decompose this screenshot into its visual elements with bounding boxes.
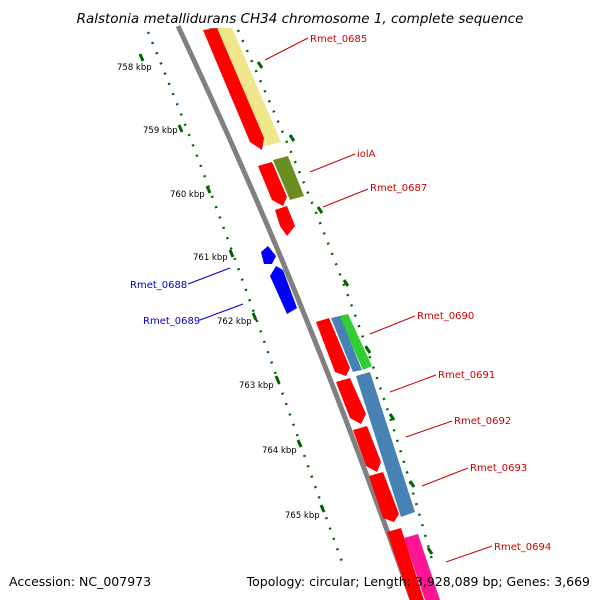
- cog-steel-band-2: [356, 372, 415, 517]
- tick-label: 759 kbp: [143, 126, 178, 136]
- gene-rmet-0690: [316, 318, 350, 376]
- reverse-genes: [261, 246, 297, 314]
- tick-label: 762 kbp: [217, 317, 252, 327]
- tick-label: 760 kbp: [170, 190, 205, 200]
- gene-rmet-0685: [203, 28, 264, 150]
- outer-major-ticks: [256, 61, 434, 555]
- gene-label-rmet-0691[interactable]: Rmet_0691: [438, 370, 495, 381]
- map-title: Ralstonia metallidurans CH34 chromosome …: [77, 11, 524, 27]
- gene-label-iola[interactable]: iolA: [357, 149, 376, 160]
- gene-labels: Rmet_0685 iolA Rmet_0687 Rmet_0688 Rmet_…: [130, 34, 551, 553]
- gene-label-rmet-0692[interactable]: Rmet_0692: [454, 416, 511, 427]
- gene-rmet-0692: [353, 426, 381, 472]
- gene-label-rmet-0687[interactable]: Rmet_0687: [370, 183, 427, 194]
- gene-label-rmet-0689[interactable]: Rmet_0689: [143, 316, 200, 327]
- leader-lines: [187, 37, 493, 563]
- gene-label-rmet-0685[interactable]: Rmet_0685: [310, 34, 367, 45]
- gene-label-rmet-0690[interactable]: Rmet_0690: [417, 311, 474, 322]
- cog-magenta-band: [404, 534, 440, 600]
- gene-iola: [258, 162, 287, 206]
- accession-text: Accession: NC_007973: [9, 574, 151, 589]
- cog-green-band: [339, 314, 372, 370]
- gene-label-rmet-0693[interactable]: Rmet_0693: [470, 463, 527, 474]
- tick-label: 765 kbp: [285, 511, 320, 521]
- cog-iola-band: [273, 156, 304, 200]
- backbone: [175, 24, 415, 600]
- tick-label: 763 kbp: [239, 381, 274, 391]
- inner-major-ticks: [138, 53, 326, 513]
- kbp-labels: 758 kbp 759 kbp 760 kbp 761 kbp 762 kbp …: [117, 63, 320, 521]
- genome-details-text: Topology: circular; Length: 3,928,089 bp…: [246, 574, 590, 589]
- gene-rmet-0691: [336, 378, 366, 424]
- tick-label: 764 kbp: [262, 446, 297, 456]
- gene-rmet-0694: [387, 528, 424, 600]
- gene-rmet-0689: [270, 266, 297, 314]
- tick-label: 758 kbp: [117, 63, 152, 73]
- gene-rmet-0687: [275, 206, 295, 236]
- gene-rmet-0693: [369, 472, 399, 522]
- forward-genes: [203, 28, 424, 600]
- cog-steel-band-1: [331, 316, 362, 372]
- cog-features: [209, 28, 440, 600]
- gene-label-rmet-0688[interactable]: Rmet_0688: [130, 280, 187, 291]
- tick-label: 761 kbp: [193, 253, 228, 263]
- cog-rmet-0685-band: [217, 28, 281, 146]
- gene-label-rmet-0694[interactable]: Rmet_0694: [494, 542, 551, 553]
- gene-rmet-0688: [261, 246, 276, 264]
